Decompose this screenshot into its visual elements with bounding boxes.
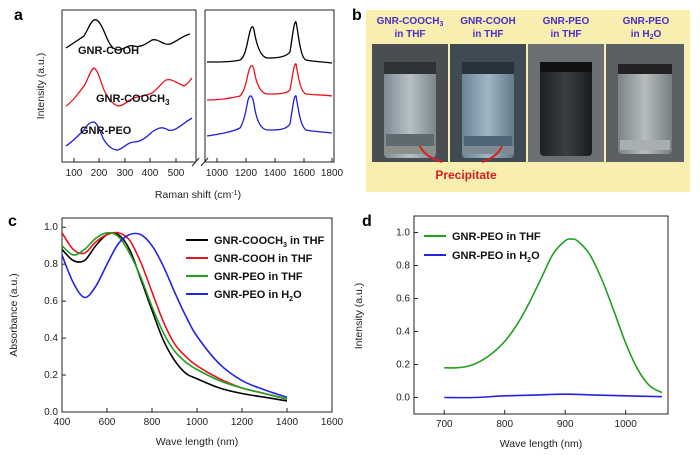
legend-label: GNR-COOCH3 in THF xyxy=(214,235,325,249)
raman-spectrum-black-low xyxy=(65,19,191,51)
panel-label-b: b xyxy=(352,7,362,24)
raman-axes xyxy=(61,9,335,167)
series-line-2 xyxy=(61,231,288,400)
tick-label: 100 xyxy=(66,168,83,179)
tick-label: 1200 xyxy=(235,168,258,179)
y-tick-label: 0.8 xyxy=(396,261,410,272)
x-tick-label: 600 xyxy=(99,417,116,428)
y-tick-label: 0.6 xyxy=(396,294,410,305)
tick-label: 1800 xyxy=(321,168,344,179)
y-tick-label: 1.0 xyxy=(44,222,58,233)
tick-label: 500 xyxy=(168,168,185,179)
absorbance-ylabel: Absorbance (a.u.) xyxy=(8,273,20,356)
pl-xlabel: Wave length (nm) xyxy=(500,438,582,450)
legend-label: GNR-PEO in THF xyxy=(452,231,541,243)
legend-label: GNR-PEO in H2O xyxy=(214,289,302,303)
panel-d: d 700 800 900 1000 0.0 0.2 0.4 0.6 0.8 1.0 GNR-PE… xyxy=(353,213,669,450)
y-tick-label: 0.0 xyxy=(44,407,58,418)
absorbance-legend: GNR-COOCH3 in THF GNR-COOH in THF GNR-PEO … xyxy=(186,235,325,303)
absorbance-axes: 400 600 800 1000 1200 1400 1600 0.0 0.2 0.4 0.6 0.8… xyxy=(44,222,343,428)
vial-2 xyxy=(450,44,526,162)
absorbance-series xyxy=(61,231,288,402)
tick-label: 1000 xyxy=(206,168,229,179)
x-tick-label: 1000 xyxy=(615,419,638,430)
pl-series xyxy=(444,238,663,399)
raman-label-peo: GNR-PEO xyxy=(80,125,132,137)
legend-label: GNR-COOH in THF xyxy=(214,253,313,265)
panel-label-c: c xyxy=(8,213,17,230)
absorbance-plot-frame xyxy=(61,217,333,413)
tick-label: 200 xyxy=(91,168,108,179)
y-tick-label: 0.4 xyxy=(396,327,410,338)
raman-spectrum-red-low xyxy=(65,67,193,107)
precipitate-arrows xyxy=(419,145,503,163)
vial-label-1-solvent: in THF xyxy=(394,29,425,40)
y-tick-label: 0.0 xyxy=(396,393,410,404)
raman-label-cooh: GNR-COOH xyxy=(78,45,139,57)
panel-label-a: a xyxy=(14,7,23,24)
raman-tick-marks xyxy=(73,158,333,162)
raman-ylabel: Intensity (a.u.) xyxy=(35,53,47,120)
y-tick-label: 0.2 xyxy=(396,360,410,371)
tick-label: 300 xyxy=(117,168,134,179)
series-line-1 xyxy=(444,238,663,394)
vial-label-2-solvent: in THF xyxy=(472,29,503,40)
raman-axis-right xyxy=(205,9,335,163)
x-tick-label: 800 xyxy=(496,419,513,430)
vial-4 xyxy=(606,44,684,162)
vial-3 xyxy=(528,44,604,162)
x-tick-label: 1400 xyxy=(276,417,299,428)
vial-label-3-solvent: in THF xyxy=(550,29,581,40)
x-tick-label: 900 xyxy=(557,419,574,430)
x-tick-label: 700 xyxy=(436,419,453,430)
y-tick-label: 0.2 xyxy=(44,370,58,381)
raman-xlabel: Raman shift (cm-1) xyxy=(155,189,241,201)
series-line-1 xyxy=(61,232,288,402)
series-line-4 xyxy=(61,232,288,398)
raman-ticks: 100 200 300 400 500 1000 1200 1400 1600 … xyxy=(66,168,344,179)
raman-spectrum-blue-high xyxy=(206,95,333,137)
y-tick-label: 0.6 xyxy=(44,296,58,307)
raman-label-cooch3: GNR-COOCH3 xyxy=(96,93,170,107)
legend-label: GNR-PEO in THF xyxy=(214,271,303,283)
tick-label: 1400 xyxy=(264,168,287,179)
vial-label-4-solvent: in H2O xyxy=(631,29,662,41)
pl-legend: GNR-PEO in THF GNR-PEO in H2O xyxy=(424,231,541,264)
series-line-3 xyxy=(61,231,288,400)
legend-label: GNR-PEO in H2O xyxy=(452,250,540,264)
vial-label-1: GNR-COOCH3 xyxy=(377,16,444,28)
pl-plot-frame xyxy=(413,215,669,415)
panel-a: a 100 200 300 400 500 1000 1200 1400 160… xyxy=(14,7,344,201)
raman-spectrum-blue-low xyxy=(65,117,193,151)
vial-1 xyxy=(372,44,448,162)
precipitate-label: Precipitate xyxy=(435,168,497,182)
y-tick-label: 0.4 xyxy=(44,333,58,344)
y-tick-label: 1.0 xyxy=(396,228,410,239)
panel-b: b GNR-COOCH3 in THF GNR-COOH in THF GNR-… xyxy=(352,7,690,192)
panel-label-d: d xyxy=(362,213,372,230)
vial-label-3: GNR-PEO xyxy=(543,16,590,27)
x-tick-label: 400 xyxy=(54,417,71,428)
x-tick-label: 1200 xyxy=(231,417,254,428)
pl-axes: 700 800 900 1000 0.0 0.2 0.4 0.6 0.8 1.0 xyxy=(396,228,637,431)
x-tick-label: 800 xyxy=(144,417,161,428)
pl-ylabel: Intensity (a.u.) xyxy=(353,283,365,350)
raman-spectrum-black-high xyxy=(206,21,333,64)
vial-label-4: GNR-PEO xyxy=(623,16,670,27)
tick-label: 1600 xyxy=(293,168,316,179)
x-tick-label: 1600 xyxy=(321,417,344,428)
absorbance-xlabel: Wave length (nm) xyxy=(156,436,238,448)
raman-spectrum-red-high xyxy=(206,63,333,101)
raman-axis-left xyxy=(61,10,196,163)
vial-label-2: GNR-COOH xyxy=(460,16,516,27)
series-line-2 xyxy=(444,393,662,399)
panel-c: c 400 600 800 1000 1200 1400 1600 0.0 0.2 0.4 0.6 0… xyxy=(8,213,344,448)
axis-break-marks xyxy=(191,157,209,167)
tick-label: 400 xyxy=(142,168,159,179)
y-tick-label: 0.8 xyxy=(44,259,58,270)
x-tick-label: 1000 xyxy=(186,417,209,428)
